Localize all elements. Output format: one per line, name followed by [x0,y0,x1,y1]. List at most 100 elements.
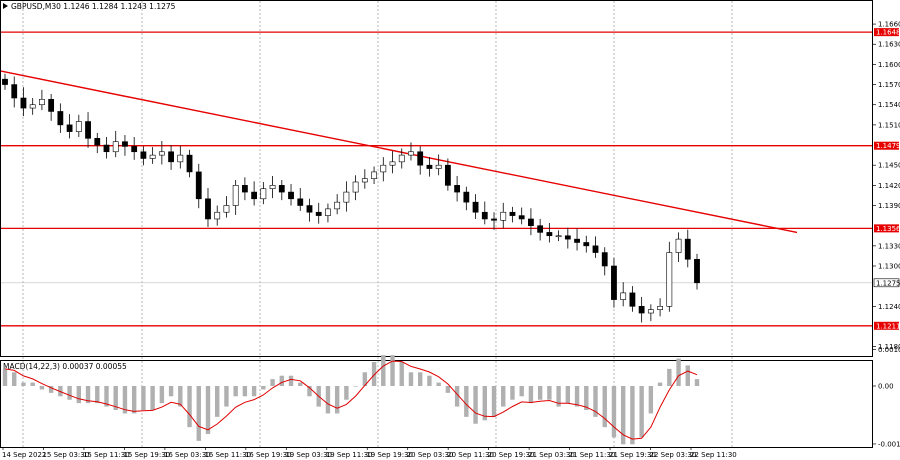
macd-histogram-bar [353,386,358,387]
macd-histogram-bar [593,386,598,417]
time-tick-label: 19 Sep 19:30 [366,451,413,459]
macd-tick-label: 0.00106 [878,346,900,354]
level-label-bg [874,28,899,37]
macd-histogram-bar [298,382,303,386]
candle-body [435,164,442,169]
vertical-grid [22,1,733,447]
time-tick-label: 15 Sep 11:30 [83,451,130,459]
candle-body [140,151,147,159]
candle-body [389,161,396,166]
time-tick-label: 15 Sep 19:30 [123,451,170,459]
macd-histogram-bar [694,379,700,386]
time-tick-label: 21 Sep 03:30 [528,451,575,459]
candle-body [325,208,331,216]
macd-histogram-bar [279,375,284,386]
time-tick-label: 16 Sep 03:30 [164,451,211,459]
candle-body [112,141,119,153]
price-tick-label: 1.1570 [878,81,900,89]
candle-body [94,138,101,146]
candle-body [666,252,673,307]
candle-body [546,232,553,237]
candle-body [75,121,82,132]
candle-body [592,245,599,253]
time-tick-label: 22 Sep 03:30 [650,451,697,459]
macd-histogram-bar [436,382,441,386]
macd-histogram-bar [48,386,54,393]
candle-body [223,205,230,213]
candle-body [48,99,55,112]
macd-histogram-bar [2,368,8,386]
macd-histogram-bar [224,386,229,407]
candle-body [361,178,368,183]
level-label: 1.1211 [876,322,900,330]
macd-histogram-bar [288,375,294,386]
macd-histogram-bar [307,386,312,397]
candle-body [11,84,18,99]
candle-body [297,198,304,206]
macd-histogram-bar [215,386,220,417]
macd-histogram-bar [611,386,617,438]
candle-body [444,164,451,186]
price-tick-label: 1.1390 [878,202,900,210]
macd-histogram-bar [30,382,35,386]
macd-histogram-bar [251,386,257,397]
macd-histogram-bar [187,386,192,428]
price-tick-label: 1.1330 [878,242,900,250]
level-label: 1.1479 [876,142,900,150]
price-tick-label: 1.1660 [878,21,900,29]
candle-body [537,225,544,233]
macd-histogram-bar [159,386,165,404]
macd-histogram-bar [602,386,607,428]
macd-histogram-bar [537,386,543,400]
macd-histogram-bar [427,375,432,386]
trendline[interactable] [0,70,798,234]
candle-body [398,154,405,163]
macd-histogram-bar [178,386,183,407]
candles-group [2,73,700,323]
macd-histogram-bar [242,386,248,397]
macd-histogram-bar [685,365,690,386]
candle-body [205,198,211,220]
price-tick-label: 1.1420 [878,182,900,190]
horizontal-levels[interactable]: 1.1648 1.1479 1.1356 1.1211 1.1275 [1,28,900,330]
price-axis: 1.1660 1.1630 1.1600 1.1570 1.1540 1.1510 1.14… [872,21,900,351]
macd-histogram-bar [39,386,45,390]
candle-body [306,205,313,213]
candle-body [472,201,479,213]
candle-body [417,151,424,166]
macd-panel-frame [0,360,873,448]
level-label-bg [874,321,899,330]
macd-histogram-bar [168,386,174,397]
macd-histogram-bar [584,386,589,410]
trendline-group[interactable] [0,70,798,234]
candle-body [278,185,285,193]
candle-body [2,78,8,85]
time-tick-label: 19 Sep 03:30 [285,451,332,459]
level-label-bg [874,224,899,233]
macd-histogram-bar [418,372,423,386]
candle-body [195,171,202,200]
candle-body [583,242,590,247]
macd-histogram-bar [233,386,238,397]
candle-body [647,309,654,314]
current-price-label: 1.1275 [876,279,900,287]
candle-body [675,238,682,253]
macd-histogram-bar [12,372,17,386]
candle-body [241,185,248,193]
candle-body [315,211,322,216]
candle-body [20,97,27,109]
candle-body [66,124,73,132]
macd-histogram-bar [473,386,478,424]
candle-body [251,191,258,200]
price-tick-label: 1.1300 [878,263,900,271]
macd-histogram-bar [95,386,100,404]
candle-body [168,151,174,163]
candle-body [131,146,138,153]
candle-body [518,215,525,220]
candle-body [426,164,433,169]
macd-histogram-bar [667,368,672,386]
price-tick-label: 1.1600 [878,61,900,69]
price-tick-label: 1.1510 [878,121,900,129]
